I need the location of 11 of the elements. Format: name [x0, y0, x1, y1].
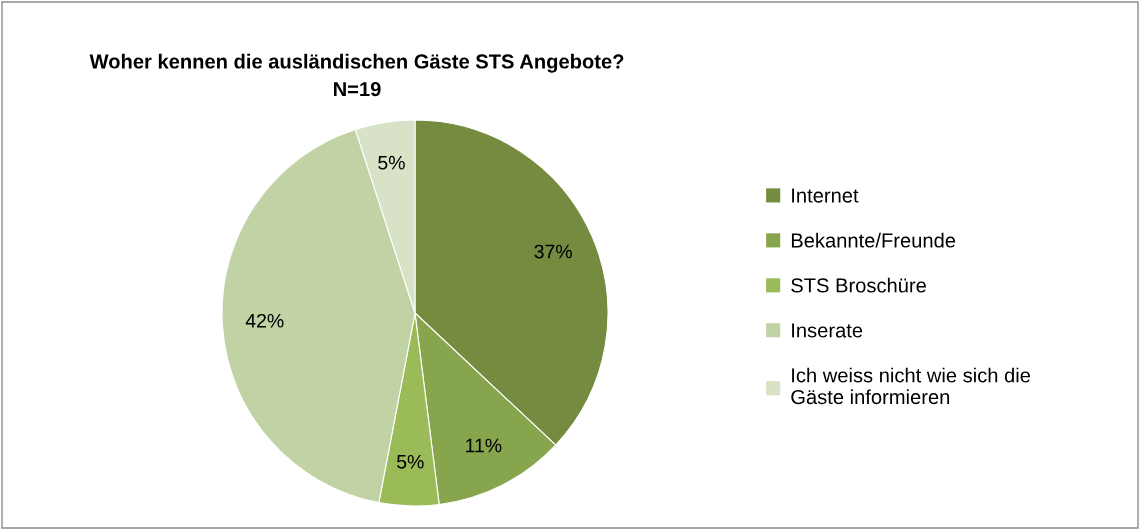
- data-label: 42%: [245, 313, 284, 328]
- legend-label: Inserate: [792, 323, 863, 338]
- data-label: 5%: [378, 155, 405, 170]
- legend-label: STS Broschüre: [791, 277, 926, 293]
- data-label: 11%: [466, 438, 502, 453]
- legend-label: Ich weiss nicht wie sich die Gäste informieren: [791, 367, 1031, 405]
- data-label: 37%: [534, 244, 572, 259]
- chart-title: Woher kennen die ausländischen Gäste STS Angebote? N=19: [89, 53, 624, 97]
- data-label: 5%: [397, 455, 424, 469]
- legend-label: Bekannte/Freunde: [791, 232, 956, 248]
- legend-label: Internet: [792, 188, 859, 203]
